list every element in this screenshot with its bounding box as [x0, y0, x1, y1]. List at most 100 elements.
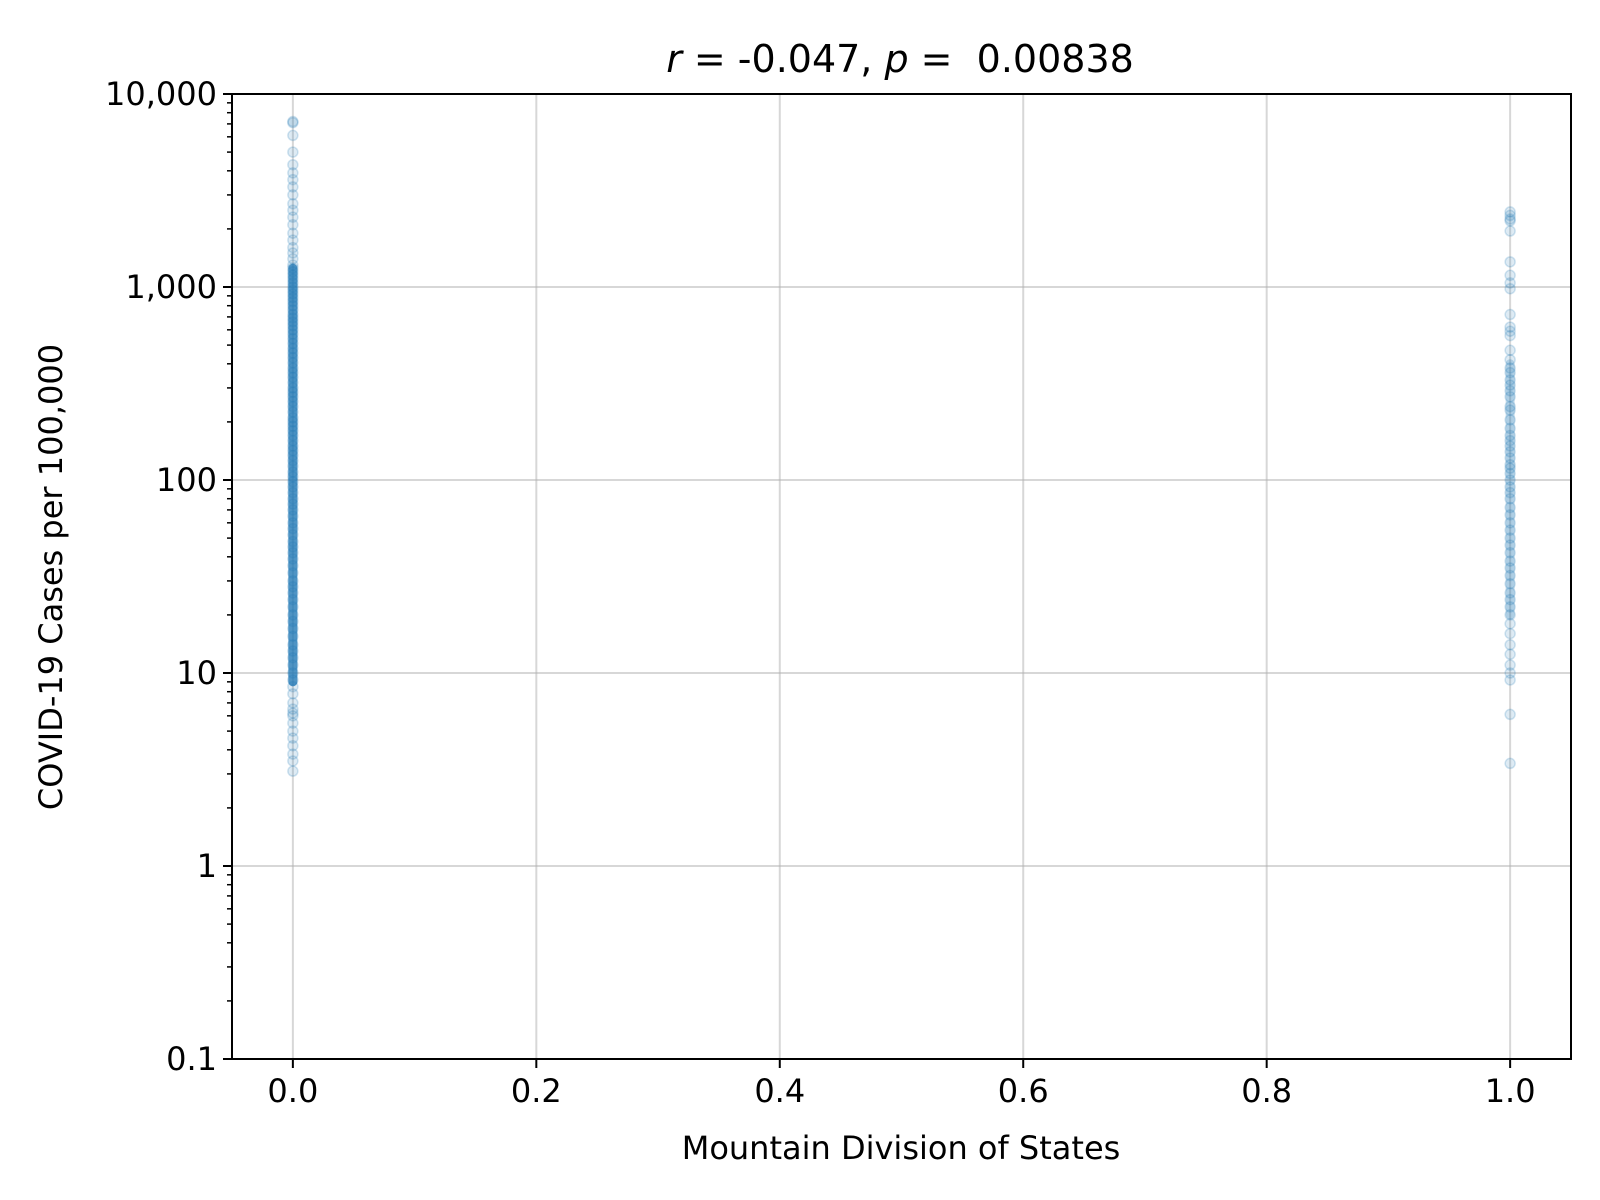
data-point	[287, 234, 299, 246]
data-point	[1504, 562, 1516, 574]
data-point	[1504, 501, 1516, 514]
y-tick-label: 0.1	[166, 1040, 217, 1078]
data-point	[1504, 269, 1516, 282]
data-point	[1504, 366, 1516, 379]
data-point	[287, 241, 299, 254]
data-point	[287, 739, 299, 752]
data-point	[1504, 321, 1516, 333]
data-point	[1504, 422, 1516, 435]
x-tick-label: 0.6	[998, 1072, 1049, 1110]
data-point	[1504, 452, 1516, 464]
title-r-text: = -0.047,	[682, 37, 885, 81]
data-point	[287, 189, 299, 201]
data-point	[1504, 390, 1516, 403]
data-point	[1504, 569, 1516, 582]
y-axis-label: COVID-19 Cases per 100,000	[32, 344, 70, 810]
data-point	[1504, 209, 1516, 222]
data-point	[287, 703, 299, 715]
data-point	[1504, 757, 1516, 770]
data-point	[1504, 282, 1516, 295]
x-tick-label: 0.4	[754, 1072, 805, 1110]
data-point	[1504, 277, 1516, 289]
data-point	[1504, 627, 1516, 640]
data-point	[1504, 462, 1516, 475]
title-r-symbol: r	[666, 37, 684, 81]
y-tick-label: 1	[197, 847, 217, 885]
data-point	[287, 146, 299, 158]
x-tick-label: 1.0	[1485, 1072, 1536, 1110]
data-point	[1504, 609, 1516, 621]
data-point	[1504, 308, 1516, 321]
data-point	[287, 181, 299, 193]
data-point	[1504, 492, 1516, 505]
data-point	[1504, 539, 1516, 551]
data-point	[287, 197, 299, 210]
x-axis-label: Mountain Division of States	[682, 1129, 1121, 1167]
data-point	[1504, 674, 1516, 686]
data-point	[1504, 446, 1516, 458]
data-point	[1504, 325, 1516, 337]
x-tick-label: 0.8	[1241, 1072, 1292, 1110]
data-point	[287, 129, 299, 142]
data-point	[1504, 532, 1516, 544]
data-point	[1504, 440, 1516, 452]
data-point	[1504, 429, 1516, 442]
data-point	[1504, 474, 1516, 486]
data-point	[287, 697, 299, 709]
data-point	[1504, 555, 1516, 567]
data-point	[1504, 517, 1516, 529]
data-point	[1504, 601, 1516, 613]
data-point	[287, 204, 299, 216]
data-point	[1504, 225, 1516, 237]
data-point	[287, 116, 299, 129]
data-point	[1504, 708, 1516, 721]
data-point	[287, 732, 299, 744]
data-point	[1504, 213, 1516, 225]
data-point	[1504, 400, 1516, 413]
y-tick-label: 10,000	[105, 75, 217, 113]
data-point	[1504, 509, 1516, 521]
plot-frame	[231, 93, 1572, 1060]
data-point	[1504, 639, 1516, 651]
title-p-text: = 0.00838	[909, 37, 1134, 81]
data-point	[287, 247, 299, 259]
data-point	[1504, 404, 1516, 416]
data-point	[1504, 215, 1516, 227]
data-point	[1504, 546, 1516, 559]
data-point	[287, 219, 299, 231]
data-point	[287, 748, 299, 760]
data-point	[1504, 458, 1516, 471]
data-point	[1504, 648, 1516, 661]
data-point	[287, 765, 299, 777]
data-point	[1504, 659, 1516, 671]
data-point	[1504, 379, 1516, 391]
data-point	[1504, 481, 1516, 493]
data-point	[1504, 617, 1516, 630]
data-point	[287, 717, 299, 729]
data-point	[287, 725, 299, 737]
data-point	[287, 755, 299, 767]
data-point	[1504, 362, 1516, 374]
data-point	[287, 115, 299, 128]
y-tick-label: 100	[156, 461, 217, 499]
y-tick-label: 10	[176, 654, 217, 692]
x-tick-label: 0.2	[511, 1072, 562, 1110]
data-point	[1504, 593, 1516, 606]
data-point	[1504, 206, 1516, 218]
data-points	[287, 115, 1516, 777]
title-p-symbol: p	[883, 37, 908, 81]
data-point	[287, 167, 299, 179]
data-point	[1504, 374, 1516, 386]
data-point	[287, 211, 299, 223]
axis-ticks: 0.0 0.2 0.4 0.6 0.8 1.0 0.1 1 10 100 1,000 10,000	[105, 75, 1536, 1110]
data-point	[1504, 256, 1516, 268]
x-tick-label: 0.0	[267, 1072, 318, 1110]
data-point	[1504, 486, 1516, 499]
chart-title: r = -0.047, p = 0.00838	[666, 37, 1134, 81]
data-point	[1504, 353, 1516, 366]
data-point	[287, 688, 299, 700]
data-point	[287, 227, 299, 239]
data-point	[1504, 344, 1516, 357]
data-point	[1504, 434, 1516, 447]
